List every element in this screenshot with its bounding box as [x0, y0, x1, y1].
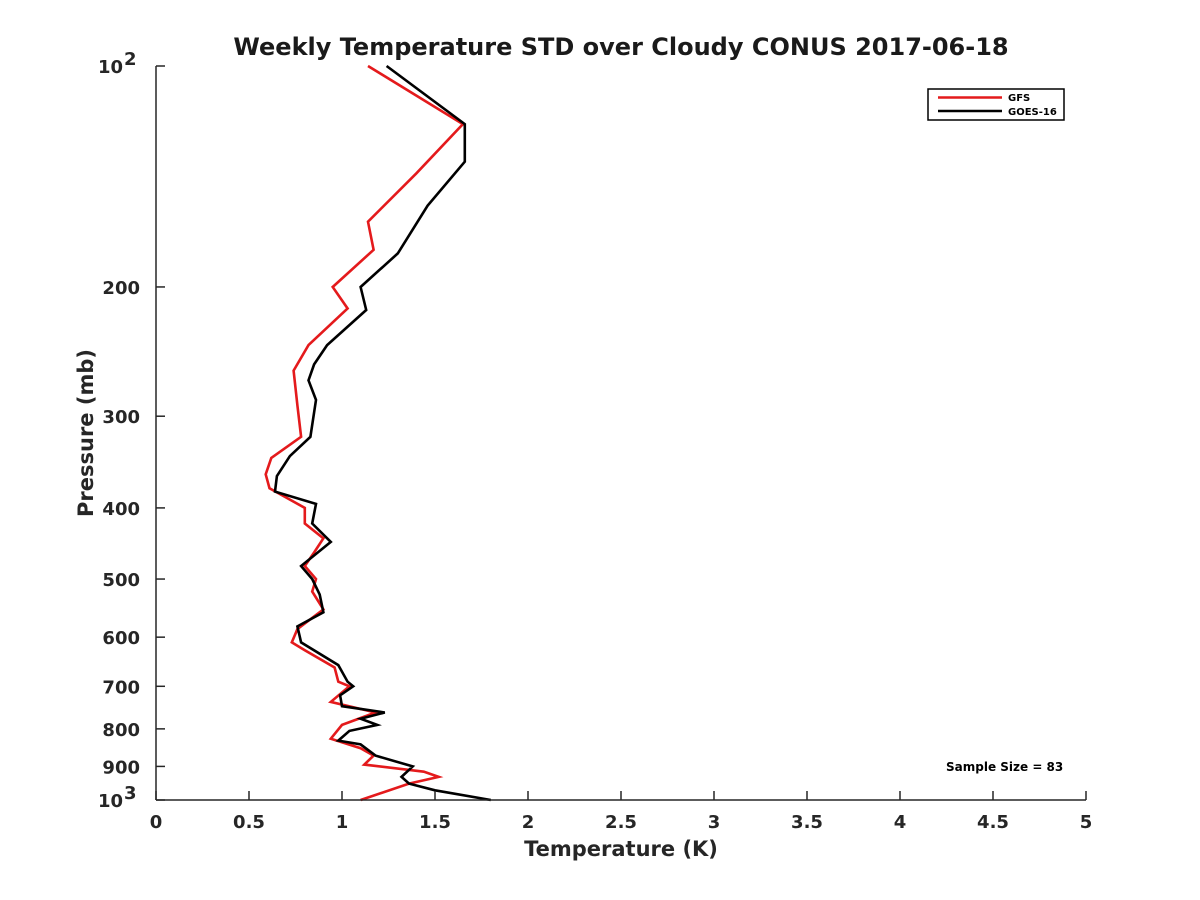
legend: GFS GOES-16 — [927, 88, 1065, 121]
legend-label-gfs: GFS — [1008, 93, 1030, 104]
x-tick-label: 0.5 — [233, 812, 265, 833]
y-tick-label: 200 — [102, 278, 140, 299]
x-axis-label: Temperature (K) — [524, 837, 718, 861]
y-tick-label: 300 — [102, 407, 140, 428]
y-tick-exponent: 3 — [124, 783, 137, 804]
series-line-gfs — [264, 64, 465, 802]
y-tick-exponent: 2 — [124, 49, 137, 70]
x-tick-label: 1 — [336, 812, 349, 833]
x-tick-label: 1.5 — [419, 812, 451, 833]
y-tick-label: 10 — [98, 791, 123, 812]
x-tick-label: 0 — [150, 812, 163, 833]
x-tick-label: 4 — [894, 812, 907, 833]
plot-area: 0 0.5 1 1.5 2 2.5 3 3.5 4 4.5 510 22003004005006007… — [98, 49, 1092, 833]
x-tick-label: 2.5 — [605, 812, 637, 833]
y-axis-label: Pressure (mb) — [74, 349, 98, 517]
x-tick-label: 5 — [1080, 812, 1093, 833]
y-tick-label: 400 — [102, 499, 140, 520]
y-tick-label: 700 — [102, 677, 140, 698]
y-tick-label: 800 — [102, 720, 140, 741]
y-tick-label: 500 — [102, 570, 140, 591]
x-tick-label: 4.5 — [977, 812, 1009, 833]
legend-box — [927, 88, 1065, 121]
y-tick-label: 10 — [98, 57, 123, 78]
chart-title: Weekly Temperature STD over Cloudy CONUS… — [233, 33, 1008, 61]
x-tick-label: 3 — [708, 812, 721, 833]
y-tick-label: 600 — [102, 628, 140, 649]
y-tick-label: 900 — [102, 757, 140, 778]
series-line-goes-16 — [273, 64, 492, 802]
x-tick-label: 2 — [522, 812, 535, 833]
sample-size-annotation: Sample Size = 83 — [946, 760, 1063, 774]
legend-label-goes16: GOES-16 — [1008, 107, 1057, 118]
x-tick-label: 3.5 — [791, 812, 823, 833]
